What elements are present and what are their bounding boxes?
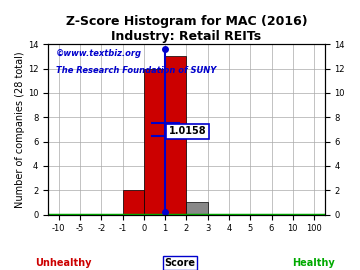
Bar [186,202,208,215]
Text: Score: Score [165,258,195,268]
Text: Healthy: Healthy [292,258,334,268]
Bar [122,190,144,215]
Y-axis label: Number of companies (28 total): Number of companies (28 total) [15,51,25,208]
Text: ©www.textbiz.org: ©www.textbiz.org [56,49,142,58]
Text: Unhealthy: Unhealthy [35,258,91,268]
Text: 1.0158: 1.0158 [168,126,206,136]
Bar [144,69,165,215]
Bar [165,56,186,215]
Title: Z-Score Histogram for MAC (2016)
Industry: Retail REITs: Z-Score Histogram for MAC (2016) Industr… [66,15,307,43]
Text: The Research Foundation of SUNY: The Research Foundation of SUNY [56,66,217,75]
